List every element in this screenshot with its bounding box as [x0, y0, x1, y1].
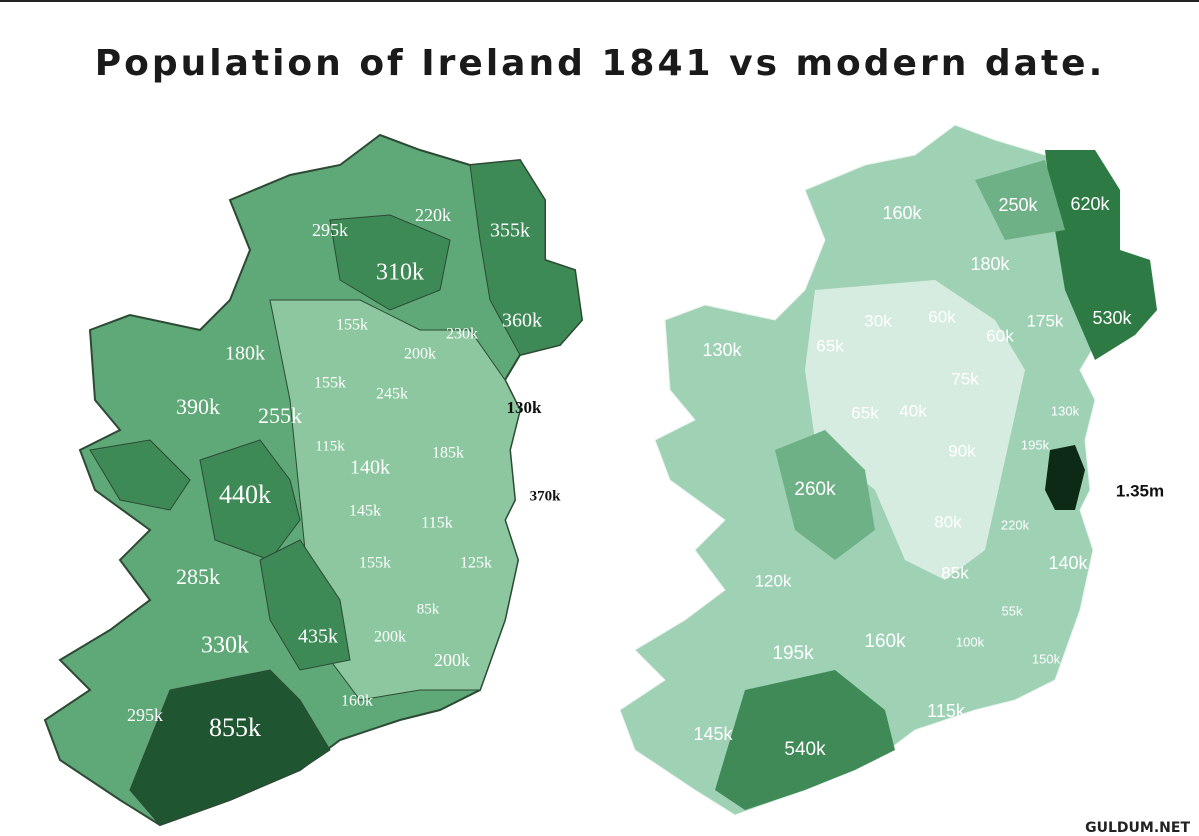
region-label: 200k [374, 629, 406, 646]
region-label: 30k [864, 311, 892, 330]
region-label: 60k [986, 326, 1014, 345]
region-label: 195k [1021, 437, 1050, 452]
region-label: 285k [176, 564, 220, 589]
region-label: 130k [1051, 403, 1080, 418]
region-label: 100k [956, 634, 985, 649]
region-label: 90k [948, 441, 976, 460]
region-label: 115k [315, 438, 345, 454]
region-label: 390k [176, 394, 220, 419]
labels: 295k 220k 355k 310k 155k 230k 360k 180k 200k 155k… [127, 194, 1164, 760]
region-label: 140k [350, 457, 390, 479]
region-label: 175k [1027, 311, 1064, 330]
region-label: 130k [702, 340, 742, 360]
region-label: 155k [359, 555, 391, 572]
region-label: 130k [507, 398, 543, 417]
region-label: 245k [376, 386, 408, 403]
region-label: 620k [1070, 194, 1110, 214]
region-label: 370k [530, 488, 562, 504]
map-1841 [44, 134, 583, 826]
region-label: 255k [258, 403, 302, 428]
region-label: 440k [219, 480, 271, 509]
region-label: 120k [755, 571, 792, 590]
region-clare [89, 439, 191, 511]
region-label: 260k [794, 479, 836, 500]
region-label: 40k [899, 401, 927, 420]
region-label: 1.35m [1116, 481, 1164, 500]
region-label: 195k [772, 643, 814, 664]
region-label: 115k [421, 515, 452, 532]
region-label: 250k [998, 195, 1038, 215]
region-label: 85k [417, 601, 440, 617]
region-label: 220k [415, 205, 451, 225]
region-label: 160k [864, 631, 906, 652]
region-label: 435k [298, 626, 338, 648]
region-label: 530k [1092, 308, 1132, 328]
region-label: 145k [349, 503, 381, 520]
region-label: 60k [928, 307, 956, 326]
region-cork [715, 670, 895, 810]
map-modern [619, 124, 1158, 816]
region-label: 295k [312, 220, 348, 240]
region-label: 185k [432, 445, 464, 462]
region-label: 220k [1001, 517, 1030, 532]
region-label: 155k [314, 375, 346, 392]
region-label: 115k [927, 701, 966, 721]
region-label: 160k [341, 693, 373, 710]
region-label: 355k [490, 220, 530, 242]
region-label: 75k [951, 369, 979, 388]
region-label: 540k [784, 739, 826, 760]
region-label: 155k [336, 317, 368, 334]
region-label: 855k [209, 713, 261, 742]
region-cork [129, 669, 331, 826]
region-label: 160k [882, 203, 922, 223]
region-antrim-down [469, 159, 583, 356]
title: Population of Ireland 1841 vs modern dat… [95, 43, 1106, 84]
watermark: GULDUM.NET [1085, 820, 1190, 836]
region-label: 85k [941, 563, 969, 582]
region-label: 65k [816, 336, 844, 355]
region-label: 140k [1048, 553, 1088, 573]
region-galway [775, 430, 875, 560]
region-label: 200k [434, 650, 470, 670]
region-label: 360k [502, 310, 542, 332]
region-midlands [805, 280, 1025, 580]
region-derry [975, 160, 1065, 240]
region-label: 310k [376, 260, 424, 286]
region-label: 80k [934, 512, 962, 531]
region-label: 200k [404, 346, 436, 363]
region-galway [199, 439, 301, 561]
region-label: 65k [851, 403, 879, 422]
region-label: 295k [127, 705, 163, 725]
region-antrim-down [1045, 150, 1157, 360]
region-tyrone [329, 214, 451, 311]
region-tipperary [259, 539, 351, 671]
region-label: 125k [460, 555, 492, 572]
region-label: 230k [446, 326, 478, 343]
region-label: 180k [970, 254, 1010, 274]
region-label: 180k [225, 343, 265, 365]
region-label: 150k [1032, 651, 1061, 666]
region-label: 330k [201, 633, 249, 659]
region-label: 145k [693, 724, 733, 744]
region-dublin [1045, 445, 1085, 510]
region-label: 55k [1002, 603, 1023, 618]
